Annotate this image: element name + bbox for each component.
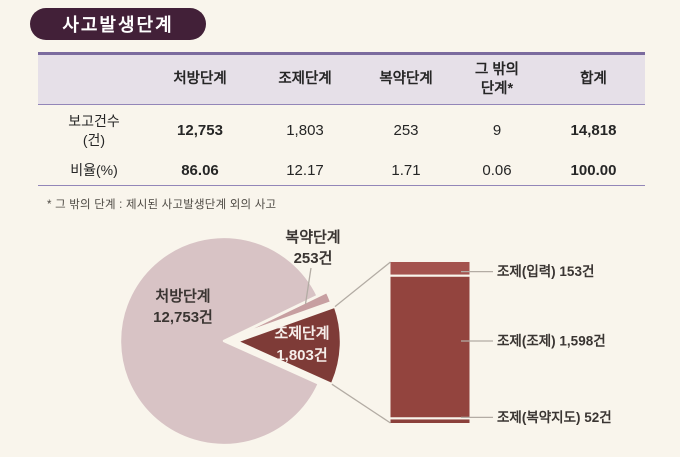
table-row-report-counts: 보고건수 (건) 12,753 1,803 253 9 14,818 bbox=[38, 105, 645, 157]
col-header-medication: 복약단계 bbox=[360, 52, 452, 105]
bar-segment-separator bbox=[390, 417, 470, 420]
bar-segment-조제(입력) bbox=[390, 262, 470, 276]
connector-line-top bbox=[334, 261, 391, 308]
cell-counts-prescription: 12,753 bbox=[177, 121, 223, 139]
cell-counts-dispensing: 1,803 bbox=[286, 121, 324, 139]
bar-label-조제(복약지도): 조제(복약지도) 52건 bbox=[497, 409, 612, 425]
row-header-ratio: 비율(%) bbox=[38, 156, 150, 186]
pie-label-medication-name: 복약단계 bbox=[285, 228, 340, 246]
cell-counts-other: 9 bbox=[492, 121, 502, 139]
pie-label-medication-value: 253건 bbox=[294, 250, 333, 267]
col-header-dispensing: 조제단계 bbox=[250, 52, 360, 105]
cell-ratio-other: 0.06 bbox=[452, 156, 542, 186]
cell-ratio-dispensing: 12.17 bbox=[250, 156, 360, 186]
pie-label-prescription-name: 처방단계 bbox=[155, 287, 210, 305]
table-header-row: 처방단계 조제단계 복약단계 그 밖의 단계* 합계 bbox=[38, 52, 645, 105]
page-title-text: 사고발생단계 bbox=[62, 15, 174, 35]
table-corner-cell bbox=[38, 52, 150, 105]
table-row-ratio: 비율(%) 86.06 12.17 1.71 0.06 100.00 bbox=[38, 156, 645, 186]
connector-line-bottom bbox=[331, 383, 391, 424]
cell-counts-medication: 253 bbox=[393, 121, 419, 139]
bar-segment-조제(복약지도) bbox=[390, 418, 470, 423]
col-header-total: 합계 bbox=[542, 52, 645, 105]
pie-label-dispensing-name: 조제단계 bbox=[274, 325, 329, 342]
bar-label-조제(입력): 조제(입력) 153건 bbox=[497, 263, 594, 279]
bar-label-조제(조제): 조제(조제) 1,598건 bbox=[497, 333, 606, 349]
pie-slice-medication bbox=[232, 290, 333, 339]
pie-slice-prescription bbox=[118, 235, 321, 447]
bar-segment-조제(조제) bbox=[390, 275, 470, 419]
footnote: * 그 밖의 단계 : 제시된 사고발생단계 외의 사고 bbox=[47, 199, 277, 211]
row-header-report-counts: 보고건수 (건) bbox=[68, 113, 120, 148]
bar-segment-separator bbox=[390, 274, 470, 277]
cell-ratio-total: 100.00 bbox=[542, 156, 645, 186]
cell-ratio-medication: 1.71 bbox=[360, 156, 452, 186]
pie-label-dispensing-value: 1,803건 bbox=[276, 347, 327, 364]
pie-label-prescription-value: 12,753건 bbox=[153, 309, 213, 326]
accident-stage-table: 처방단계 조제단계 복약단계 그 밖의 단계* 합계 보고건수 (건) 12,7… bbox=[38, 52, 645, 186]
page-title: 사고발생단계 bbox=[30, 8, 206, 40]
pie-slice-dispensing bbox=[235, 305, 343, 386]
col-header-other: 그 밖의 단계* bbox=[452, 52, 542, 105]
cell-ratio-prescription: 86.06 bbox=[150, 156, 250, 186]
leader-line-medication bbox=[304, 267, 312, 305]
cell-counts-total: 14,818 bbox=[570, 121, 617, 139]
col-header-prescription: 처방단계 bbox=[150, 52, 250, 105]
